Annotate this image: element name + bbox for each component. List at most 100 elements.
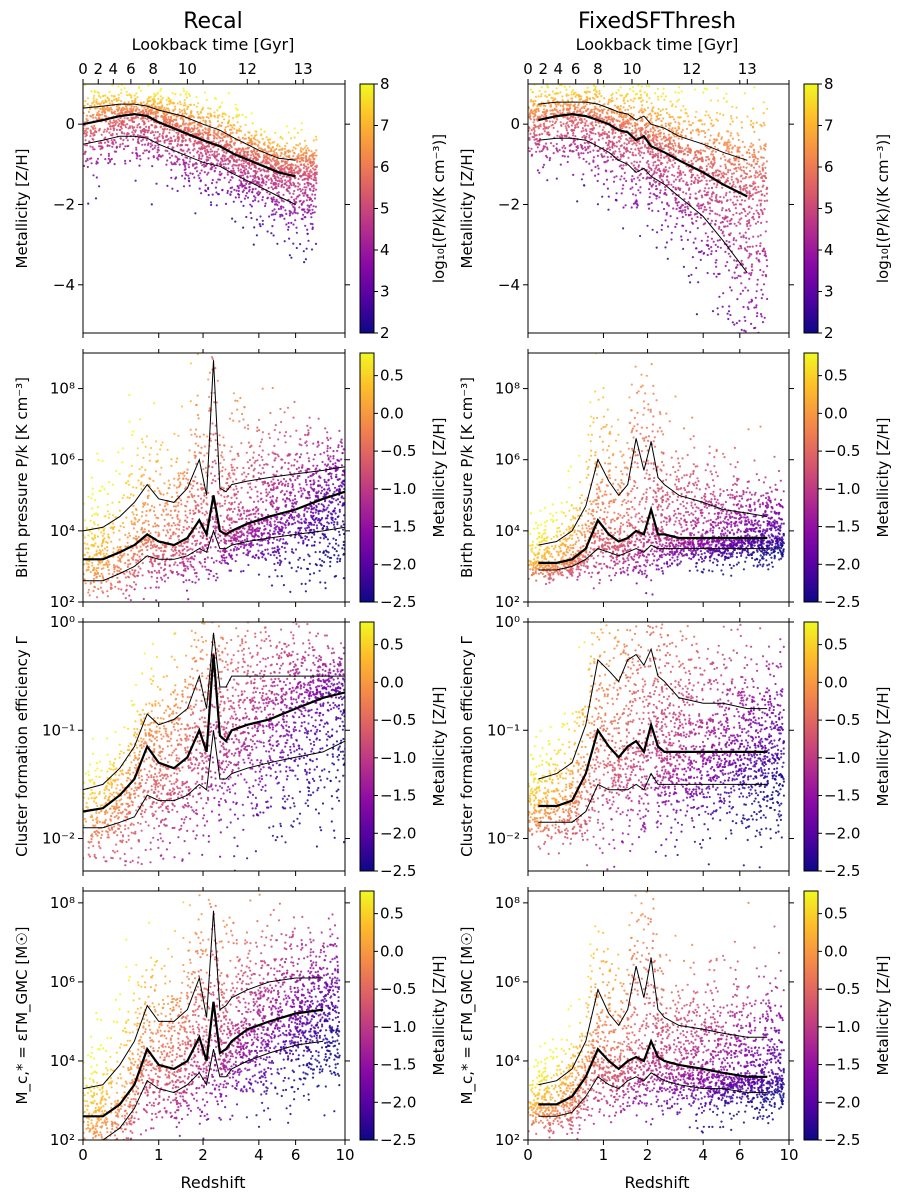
scatter-points [83,622,345,871]
panel-fixed-cfe: 10⁰ 10⁻¹ 10⁻² Cluster formation efficiency … [458,613,892,880]
scatter-points [83,84,318,264]
colorbar-tick-label: −1.5 [380,1056,416,1074]
colorbar-tick-label: 5 [380,200,390,218]
axes-frame [527,352,790,603]
lookback-tick-label: 10 [622,60,641,78]
y-tick-label: 10⁻² [487,830,520,848]
colorbar-tick-label: −2.5 [380,1131,416,1149]
lookback-tick-label: 2 [93,60,103,78]
median-line [538,505,768,564]
lookback-tick-label: 8 [148,60,158,78]
scatter-points [528,622,786,871]
colorbar-tick-label: 6 [380,158,390,176]
y-tick-label: 10⁶ [50,973,75,991]
panel-recal-mass: 10² 10⁴ 10⁶ 10⁸ M_c,* = εΓM_GMC [M☉] 0 1 2 4 6 10 0… [13,887,448,1164]
colorbar-tick-label: 7 [380,117,390,135]
scatter-points [528,891,786,1140]
column-title-recal: Recal [183,9,243,34]
column-title-fixedsfthresh: FixedSFThresh [578,9,736,34]
p16-line [538,137,748,274]
x-tick-label: 0 [523,1146,533,1164]
p84-line [538,101,748,161]
y-tick-label: −4 [498,276,520,294]
colorbar-tick-label: 0.0 [824,404,848,422]
y-tick-label: 10⁻² [42,830,75,848]
colorbar-tick-label: 0.5 [380,905,404,923]
trend-lines [538,958,768,1117]
lookback-tick-label: 10 [178,60,197,78]
x-tick-label: 4 [254,1146,264,1164]
colorbar-tick-label: 0.0 [824,942,848,960]
lookback-tick-label: 12 [238,60,257,78]
median-line [538,112,748,198]
y-tick-label: 0 [510,115,520,133]
y-tick-label: 10⁰ [495,613,520,631]
colorbar-tick-label: 2 [380,324,390,342]
colorbar-label: Metallicity [Z/H] [874,687,892,807]
median-line [538,1038,768,1106]
axes-frame [82,352,346,603]
colorbar-label: Metallicity [Z/H] [430,956,448,1076]
y-tick-label: 10⁴ [50,522,75,540]
median-line [83,654,345,813]
colorbar-label: Metallicity [Z/H] [874,956,892,1076]
colorbar-label: log₁₀[(P/k)/(K cm⁻³)] [874,134,892,283]
p84-line [83,910,324,1090]
lookback-tick-label: 8 [593,60,603,78]
x-label-recal: Redshift [181,1173,246,1192]
y-axis-label: M_c,* = εΓM_GMC [M☉] [458,927,477,1105]
colorbar [803,83,819,334]
y-tick-label: 10⁴ [495,1052,520,1070]
trend-lines [538,647,768,823]
colorbar-tick-label: −0.5 [824,442,860,460]
y-tick-label: 10⁸ [495,894,520,912]
p84-line [83,360,345,532]
colorbar-tick-label: −2.0 [380,824,416,842]
colorbar-tick-label: 0.0 [380,942,404,960]
y-tick-label: 10⁻¹ [487,721,520,739]
median-line [538,720,768,808]
trend-lines [538,438,768,571]
y-tick-label: 10⁴ [495,522,520,540]
colorbar-tick-label: −0.5 [824,711,860,729]
colorbar-tick-label: −2.5 [380,593,416,611]
trend-lines [538,101,748,274]
lookback-tick-label: 4 [109,60,119,78]
p16-line [538,772,768,823]
colorbar-label: log₁₀[(P/k)/(K cm⁻³)] [430,134,448,283]
y-tick-label: 10⁸ [495,380,520,398]
y-tick-label: 10⁰ [50,613,75,631]
y-tick-label: 10² [495,593,520,611]
colorbar-tick-label: −1.0 [824,1018,860,1036]
colorbar-tick-label: −1.5 [380,518,416,536]
colorbar-tick-label: −1.5 [824,1056,860,1074]
y-axis-label: Birth pressure P/k [K cm⁻³] [13,377,31,578]
colorbar-tick-label: −0.5 [380,442,416,460]
x-tick-label: 4 [698,1146,708,1164]
colorbar-tick-label: 0.5 [824,636,848,654]
colorbar-tick-label: −1.5 [824,518,860,536]
colorbar-tick-label: 0.5 [380,636,404,654]
panel-recal-cfe: 10⁰ 10⁻¹ 10⁻² Cluster formation efficiency … [13,613,448,880]
p16-line [538,1072,768,1117]
trend-lines [83,632,345,829]
colorbar-tick-label: 6 [824,158,834,176]
colorbar-tick-label: −2.5 [824,1131,860,1149]
p16-line [83,135,296,205]
p16-line [83,526,345,582]
colorbar-tick-label: 4 [380,241,390,259]
median-line [83,490,345,561]
scatter-points [528,84,769,333]
colorbar-label: Metallicity [Z/H] [430,687,448,807]
p84-line [83,632,345,791]
colorbar-tick-label: 0.0 [380,404,404,422]
p16-line [538,544,768,571]
x-tick-label: 2 [198,1146,208,1164]
median-line [83,112,296,178]
y-tick-label: 10² [495,1131,520,1149]
scatter-points [83,893,341,1140]
